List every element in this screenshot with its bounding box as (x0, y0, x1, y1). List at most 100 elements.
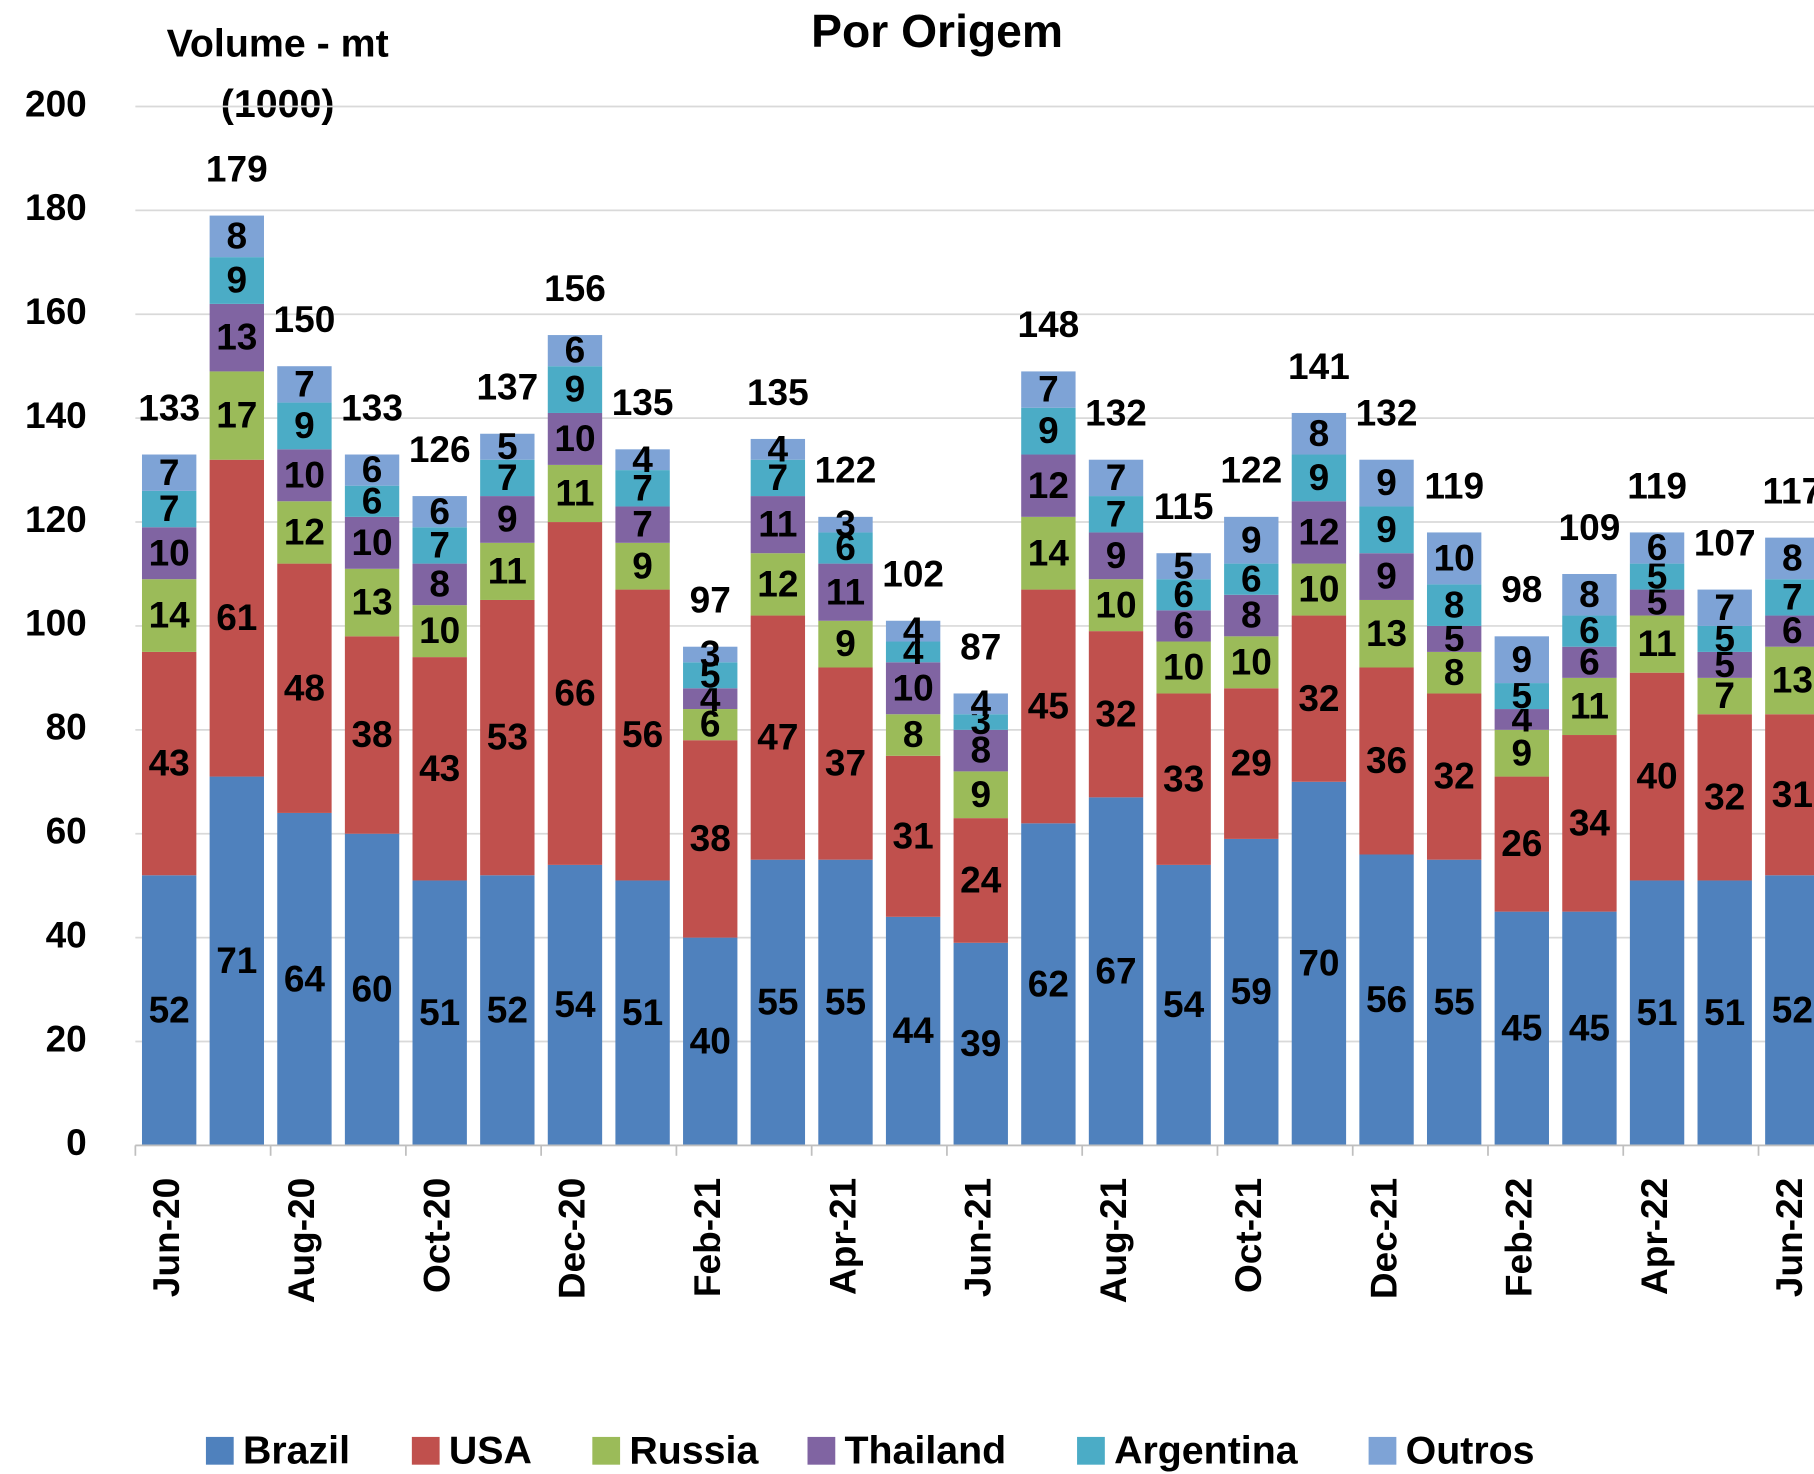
data-label: 8 (1241, 594, 1262, 636)
bar-segment (818, 667, 873, 860)
data-label: 8 (1782, 537, 1803, 579)
bar-segment (1021, 823, 1076, 1146)
data-label: 32 (1095, 692, 1136, 734)
data-label: 10 (1163, 646, 1204, 688)
bar-segment (1359, 459, 1414, 507)
bar-segment (1765, 646, 1814, 715)
bar-segment (885, 641, 941, 663)
bar-segment (818, 859, 873, 1146)
bar-segment (209, 459, 264, 777)
bar-segment (750, 438, 806, 460)
data-label: 66 (554, 672, 595, 714)
bar-segment (818, 516, 873, 533)
data-label: 8 (1309, 412, 1330, 454)
total-label: 119 (1424, 464, 1484, 506)
data-label: 5 (1512, 674, 1533, 716)
data-label: 9 (294, 404, 315, 446)
data-label: 4 (903, 609, 924, 651)
legend-swatch (807, 1436, 836, 1465)
bar-segment (818, 563, 873, 621)
total-label: 119 (1627, 464, 1687, 506)
bar-segment (344, 568, 400, 637)
bar-segment (1088, 579, 1144, 632)
bar-segment (1088, 797, 1144, 1146)
bar-segment (480, 599, 535, 876)
total-label: 126 (409, 428, 471, 470)
data-label: 11 (488, 549, 527, 591)
bar-segment (480, 875, 535, 1146)
bar-segment (1021, 371, 1076, 408)
data-label: 3 (835, 503, 856, 545)
data-label: 7 (1714, 674, 1735, 716)
bar-segment (480, 433, 535, 460)
bar-segment (953, 693, 1008, 715)
bar-segment (683, 688, 738, 710)
bar-segment (818, 532, 873, 564)
total-label: 98 (1501, 568, 1542, 610)
data-label: 5 (1714, 617, 1735, 659)
x-tick-label: Feb-22 (1498, 1178, 1540, 1297)
bar-segment (412, 880, 467, 1146)
bar-segment (277, 402, 332, 450)
bar-segment (1697, 880, 1752, 1146)
bar-segment (547, 464, 603, 523)
bar-segment (1291, 454, 1347, 502)
y-tick-label: 160 (25, 290, 87, 332)
bar-segment (683, 646, 738, 663)
bar-segment (1629, 589, 1685, 616)
total-label: 135 (612, 381, 674, 423)
bar-segment (1156, 693, 1211, 865)
data-label: 9 (565, 368, 586, 410)
x-tick-label: Dec-20 (551, 1178, 593, 1299)
y-tick-label: 120 (25, 498, 87, 540)
data-label: 8 (970, 729, 991, 771)
y-tick-label: 200 (25, 82, 87, 124)
bar-segment (885, 662, 941, 715)
bar-segment (209, 215, 264, 258)
bar-segment (141, 579, 197, 652)
data-label: 45 (1501, 1007, 1542, 1049)
data-label: 9 (970, 773, 991, 815)
bar-segment (1562, 911, 1617, 1146)
bar-segment (1562, 573, 1617, 616)
total-label: 115 (1154, 485, 1214, 527)
bar-segment (953, 729, 1008, 772)
data-label: 8 (1579, 573, 1600, 615)
data-label: 32 (1704, 775, 1745, 817)
data-label: 7 (632, 466, 653, 508)
bar-segment (1156, 610, 1211, 642)
bar-segment (209, 303, 264, 372)
data-label: 31 (893, 814, 934, 856)
data-label: 5 (700, 653, 721, 695)
data-label: 43 (419, 747, 460, 789)
bar-segment (412, 527, 467, 564)
data-label: 4 (632, 438, 653, 480)
chart-title: Por Origem (811, 5, 1063, 57)
bar-segment (683, 740, 738, 938)
bar-segment (683, 662, 738, 689)
total-label: 150 (274, 298, 336, 340)
total-label: 132 (1356, 392, 1418, 434)
data-label: 4 (768, 427, 789, 469)
total-label: 107 (1694, 521, 1756, 563)
data-label: 8 (1444, 583, 1465, 625)
legend-label: Thailand (845, 1429, 1007, 1473)
bar-segment (1697, 651, 1752, 678)
data-label: 3 (700, 633, 721, 675)
bar-segment (1156, 641, 1211, 694)
bar-segment (1562, 615, 1617, 647)
bar-segment (344, 833, 400, 1146)
data-label: 5 (1647, 555, 1668, 597)
data-label: 10 (1298, 568, 1339, 610)
data-label: 9 (1106, 534, 1127, 576)
bar-segment (412, 563, 467, 606)
legend-swatch (1077, 1436, 1105, 1465)
bar-segment (1224, 516, 1279, 564)
bar-segment (1426, 625, 1482, 652)
data-label: 6 (429, 490, 450, 532)
bar-segment (1494, 776, 1549, 912)
data-label: 11 (758, 503, 797, 545)
data-label: 55 (825, 981, 866, 1023)
data-label: 39 (960, 1022, 1001, 1064)
legend-swatch (411, 1436, 440, 1465)
